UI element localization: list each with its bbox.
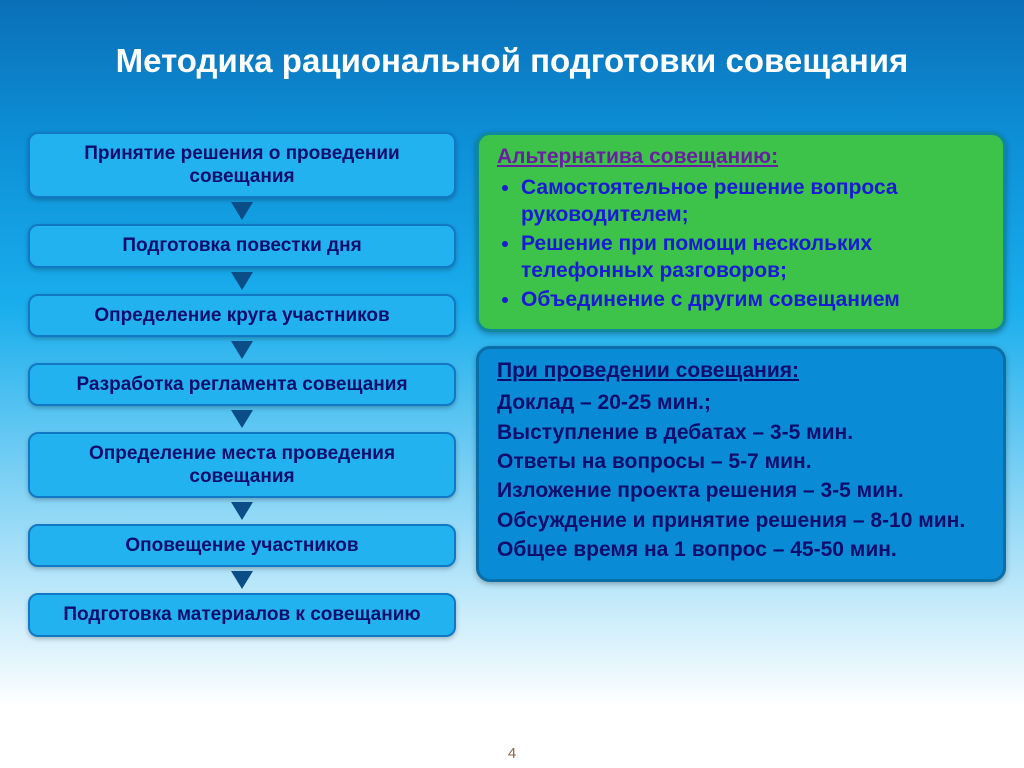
flow-step: Оповещение участников	[28, 524, 456, 567]
timing-line: Доклад – 20-25 мин.;	[497, 389, 987, 416]
timing-line: Обсуждение и принятие решения – 8-10 мин…	[497, 507, 987, 534]
alternatives-list: Самостоятельное решение вопроса руководи…	[497, 175, 987, 313]
right-column: Альтернатива совещанию: Самостоятельное …	[476, 132, 1006, 756]
arrow-down-icon	[231, 502, 253, 520]
slide-number: 4	[508, 745, 516, 762]
flow-step: Определение круга участников	[28, 294, 456, 337]
timing-line: Выступление в дебатах – 3-5 мин.	[497, 419, 987, 446]
slide: Методика рациональной подготовки совещан…	[0, 0, 1024, 768]
flow-step: Разработка регламента совещания	[28, 363, 456, 406]
timing-line: Ответы на вопросы – 5-7 мин.	[497, 448, 987, 475]
alternatives-item: Решение при помощи нескольких телефонных…	[521, 231, 987, 285]
timing-line: Общее время на 1 вопрос – 45-50 мин.	[497, 536, 987, 563]
arrow-down-icon	[231, 571, 253, 589]
flow-step: Подготовка материалов к совещанию	[28, 593, 456, 636]
arrow-down-icon	[231, 272, 253, 290]
alternatives-panel: Альтернатива совещанию: Самостоятельное …	[476, 132, 1006, 332]
alternatives-item: Самостоятельное решение вопроса руководи…	[521, 175, 987, 229]
alternatives-item: Объединение с другим совещанием	[521, 287, 987, 314]
flow-step: Принятие решения о проведении совещания	[28, 132, 456, 198]
arrow-down-icon	[231, 341, 253, 359]
alternatives-title: Альтернатива совещанию:	[497, 145, 987, 169]
flow-step: Определение места проведения совещания	[28, 432, 456, 498]
timing-panel: При проведении совещания: Доклад – 20-25…	[476, 346, 1006, 582]
timing-title: При проведении совещания:	[497, 359, 987, 383]
content-area: Принятие решения о проведении совещания П…	[28, 132, 1006, 756]
arrow-down-icon	[231, 410, 253, 428]
flow-step: Подготовка повестки дня	[28, 224, 456, 267]
flowchart: Принятие решения о проведении совещания П…	[28, 132, 456, 756]
timing-line: Изложение проекта решения – 3-5 мин.	[497, 477, 987, 504]
timing-body: Доклад – 20-25 мин.; Выступление в дебата…	[497, 389, 987, 563]
slide-title: Методика рациональной подготовки совещан…	[0, 0, 1024, 99]
arrow-down-icon	[231, 202, 253, 220]
